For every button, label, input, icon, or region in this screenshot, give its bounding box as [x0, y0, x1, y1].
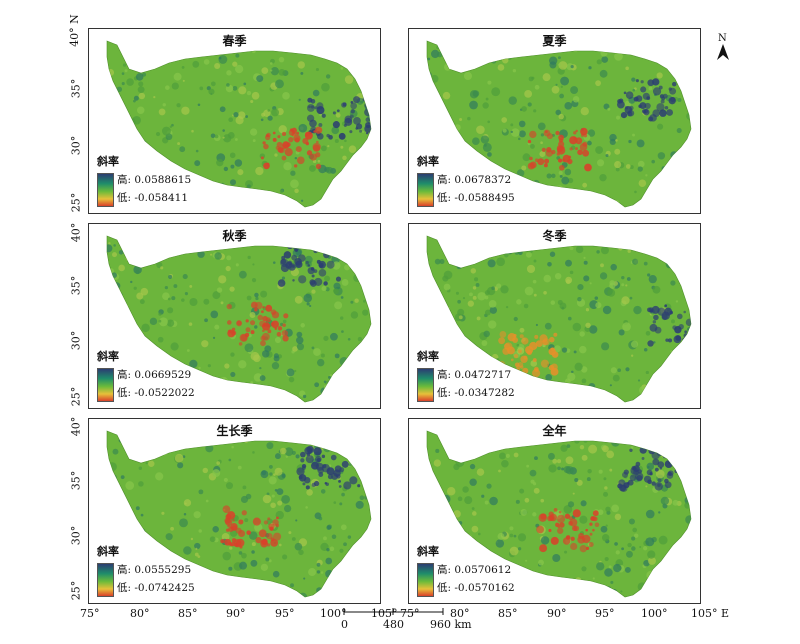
plateau-map — [426, 430, 692, 598]
map-panel-autumn: 秋季 斜率 高: 0.0669529 低: -0.0522022 — [88, 223, 381, 409]
plateau-map — [106, 430, 372, 598]
lon-tick-label: 105° — [371, 607, 398, 620]
plateau-region — [426, 40, 692, 208]
legend: 斜率 高: 0.0570612 低: -0.0570162 — [415, 543, 545, 599]
lon-tick-label: 85° — [498, 607, 518, 620]
legend-high-value: 高: 0.0669529 — [117, 369, 192, 381]
lat-tick-label: 40° N — [67, 14, 81, 47]
legend: 斜率 高: 0.0588615 低: -0.058411 — [95, 153, 225, 209]
map-panel-summer: 夏季 斜率 高: 0.0678372 低: -0.0588495 — [408, 28, 701, 214]
lon-tick-label: 100° — [320, 607, 347, 620]
panel-title: 冬季 — [542, 229, 567, 243]
north-arrow-icon: N — [715, 33, 731, 61]
lat-tick-label: 30° — [69, 330, 83, 351]
legend-high-value: 高: 0.0570612 — [437, 564, 512, 576]
legend-title: 斜率 — [97, 545, 119, 558]
legend-high-value: 高: 0.0588615 — [117, 174, 192, 186]
legend-low-value: 低: -0.0522022 — [117, 387, 195, 399]
panel-title: 全年 — [542, 424, 567, 438]
legend-low-value: 低: -0.0588495 — [437, 192, 515, 204]
scale-label: 480 — [383, 618, 404, 631]
lat-tick-label: 40° — [69, 416, 83, 437]
lon-tick-label: 100° — [641, 607, 668, 620]
legend-low-value: 低: -0.0570162 — [437, 582, 515, 594]
slope-texture — [107, 433, 371, 597]
lon-tick-label: 95° — [595, 607, 615, 620]
panel-title: 生长季 — [216, 424, 253, 438]
legend-title: 斜率 — [97, 155, 119, 168]
map-panel-winter: 冬季 斜率 高: 0.0472717 低: -0.0347282 — [408, 223, 701, 409]
plateau-region — [106, 430, 372, 598]
legend-title: 斜率 — [417, 350, 439, 363]
legend-title: 斜率 — [417, 155, 439, 168]
lon-tick-label: 90° — [547, 607, 567, 620]
legend-low-value: 低: -0.0347282 — [437, 387, 515, 399]
legend-low-value: 低: -0.058411 — [117, 192, 189, 204]
scale-label: 0 — [341, 618, 348, 631]
plateau-map — [106, 40, 372, 208]
legend-high-value: 高: 0.0678372 — [437, 174, 512, 186]
panel-title: 春季 — [222, 34, 247, 48]
legend-color-ramp — [417, 563, 434, 597]
lat-tick-label: 25° — [69, 192, 83, 213]
lon-tick-label: 75° — [400, 607, 420, 620]
lat-tick-label: 35° — [69, 275, 83, 296]
lon-tick-label: 75° — [80, 607, 100, 620]
scale-bar: 0 480 960 km — [338, 606, 488, 636]
legend-title: 斜率 — [417, 545, 439, 558]
lat-tick-label: 25° — [69, 580, 83, 601]
lon-tick-label: 95° — [275, 607, 295, 620]
legend: 斜率 高: 0.0555295 低: -0.0742425 — [95, 543, 225, 599]
legend-title: 斜率 — [97, 350, 119, 363]
plateau-map — [426, 40, 692, 208]
legend-color-ramp — [97, 368, 114, 402]
lon-tick-label: 80° — [450, 607, 470, 620]
legend-color-ramp — [97, 173, 114, 207]
scale-bar-line — [343, 608, 444, 615]
panel-title: 夏季 — [542, 34, 567, 48]
compass-label: N — [718, 33, 727, 44]
lon-tick-label: 85° — [178, 607, 198, 620]
legend: 斜率 高: 0.0669529 低: -0.0522022 — [95, 348, 225, 404]
legend-color-ramp — [97, 563, 114, 597]
lon-tick-label: 90° — [226, 607, 246, 620]
legend-color-ramp — [417, 368, 434, 402]
lat-tick-label: 30° — [69, 525, 83, 546]
legend-high-value: 高: 0.0472717 — [437, 369, 512, 381]
map-panel-growing-season: 生长季 斜率 高: 0.0555295 低: -0.0742425 — [88, 418, 381, 604]
lat-tick-label: 30° — [69, 135, 83, 156]
panel-title: 秋季 — [222, 229, 247, 243]
lat-tick-label: 40° — [69, 222, 83, 243]
map-panel-annual: 全年 斜率 高: 0.0570612 低: -0.0570162 — [408, 418, 701, 604]
legend-color-ramp — [417, 173, 434, 207]
map-panel-spring: 春季 斜率 高: 0.0588615 低: -0.058411 — [88, 28, 381, 214]
legend-low-value: 低: -0.0742425 — [117, 582, 195, 594]
scale-label: 960 km — [430, 618, 472, 631]
legend: 斜率 高: 0.0472717 低: -0.0347282 — [415, 348, 545, 404]
legend: 斜率 高: 0.0678372 低: -0.0588495 — [415, 153, 545, 209]
lat-tick-label: 35° — [69, 470, 83, 491]
lon-tick-label: 105° E — [691, 607, 730, 620]
lat-tick-label: 25° — [69, 386, 83, 407]
plateau-map — [426, 235, 692, 403]
lat-tick-label: 35° — [69, 78, 83, 99]
legend-high-value: 高: 0.0555295 — [117, 564, 192, 576]
lon-tick-label: 80° — [130, 607, 150, 620]
north-arrow-glyph — [717, 44, 729, 60]
